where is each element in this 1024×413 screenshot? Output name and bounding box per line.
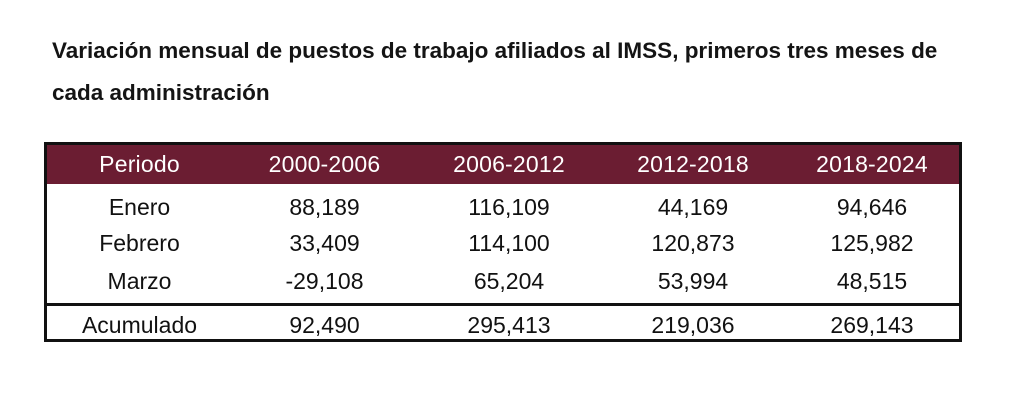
page-title: Variación mensual de puestos de trabajo … [52,38,938,105]
total-cell: 269,143 [830,311,914,338]
row-label: Febrero [99,229,180,256]
header-2018-2024: 2018-2024 [816,151,928,177]
data-table: Periodo 2000-2006 2006-2012 2012-2018 20… [47,145,959,344]
total-label: Acumulado [81,311,198,338]
table-cell: 116,109 [468,193,550,220]
header-2012-2018: 2012-2018 [637,151,749,177]
table-row-marzo: Marzo -29,108 65,204 53,994 48,515 [47,262,959,305]
table-cell: -29,108 [285,267,364,294]
total-cell: 92,490 [289,311,360,338]
table-header-row: Periodo 2000-2006 2006-2012 2012-2018 20… [47,145,959,184]
header-periodo: Periodo [99,151,180,177]
row-label: Marzo [107,267,172,294]
table-cell: 88,189 [289,193,360,220]
header-2006-2012: 2006-2012 [453,151,565,177]
table-cell: 120,873 [651,229,735,256]
total-cell: 219,036 [651,311,735,338]
table-cell: 33,409 [289,229,360,256]
data-table-container: Periodo 2000-2006 2006-2012 2012-2018 20… [44,142,962,342]
row-label: Enero [108,193,171,220]
table-cell: 125,982 [830,229,914,256]
table-total-row: Acumulado 92,490 295,413 219,036 269,143 [47,304,959,345]
header-2000-2006: 2000-2006 [268,151,381,177]
table-cell: 44,169 [657,193,729,220]
table-cell: 114,100 [468,229,550,256]
total-cell: 295,413 [467,311,551,338]
table-cell: 65,204 [473,267,545,294]
table-row-enero: Enero 88,189 116,109 44,169 94,646 [47,184,959,224]
table-cell: 48,515 [836,267,908,294]
table-cell: 94,646 [836,193,908,220]
table-cell: 53,994 [657,267,729,294]
table-row-febrero: Febrero 33,409 114,100 120,873 125,982 [47,224,959,262]
